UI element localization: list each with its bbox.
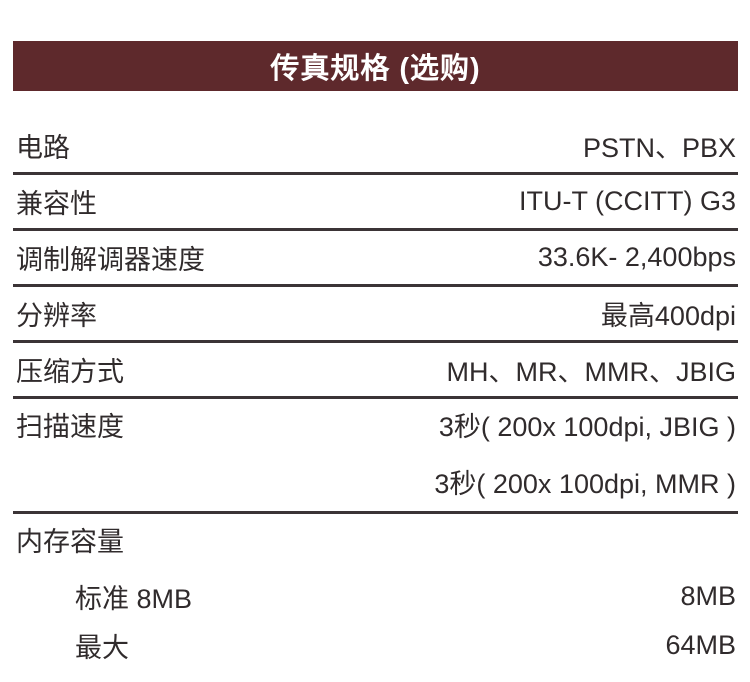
spec-value-resolution: 最高400dpi xyxy=(600,301,736,331)
spec-row-resolution: 分辨率 最高400dpi xyxy=(13,287,738,343)
spec-label-compatibility: 兼容性 xyxy=(16,189,97,219)
spec-label-resolution: 分辨率 xyxy=(16,301,97,331)
spec-row-memory: 内存容量 xyxy=(13,514,738,564)
spec-row-modem-speed: 调制解调器速度 33.6K- 2,400bps xyxy=(13,231,738,287)
spec-label-memory: 内存容量 xyxy=(16,526,124,557)
spec-row-scan-speed: 扫描速度 3秒( 200x 100dpi, JBIG ) 3秒( 200x 10… xyxy=(13,399,738,514)
spec-row-compatibility: 兼容性 ITU-T (CCITT) G3 xyxy=(13,175,738,231)
spec-table: 电路 PSTN、PBX 兼容性 ITU-T (CCITT) G3 调制解调器速度… xyxy=(13,119,738,670)
spec-value-memory-max: 64MB xyxy=(665,630,736,660)
section-title: 传真规格 (选购) xyxy=(270,53,481,85)
spec-value-memory-standard: 8MB xyxy=(680,581,736,611)
spec-label-memory-standard: 标准 8MB xyxy=(75,584,193,614)
spec-value-compatibility: ITU-T (CCITT) G3 xyxy=(519,186,736,216)
spec-value-modem-speed: 33.6K- 2,400bps xyxy=(537,242,736,272)
spec-row-memory-standard: 标准 8MB 8MB xyxy=(13,572,738,621)
spec-label-memory-max: 最大 xyxy=(75,633,129,663)
spec-value-scan-speed: 3秒( 200x 100dpi, JBIG ) 3秒( 200x 100dpi,… xyxy=(434,399,738,513)
section-header-bar: 传真规格 (选购) xyxy=(13,41,738,91)
spec-label-compression: 压缩方式 xyxy=(16,357,124,387)
spec-row-circuit: 电路 PSTN、PBX xyxy=(13,119,738,175)
spec-label-modem-speed: 调制解调器速度 xyxy=(16,245,205,275)
spec-row-memory-max: 最大 64MB xyxy=(13,621,738,670)
spec-label-scan-speed: 扫描速度 xyxy=(16,412,124,442)
spec-value-compression: MH、MR、MMR、JBIG xyxy=(446,357,736,387)
spec-row-compression: 压缩方式 MH、MR、MMR、JBIG xyxy=(13,343,738,399)
spec-value-scan-speed-mmr: 3秒( 200x 100dpi, MMR ) xyxy=(434,469,736,499)
spec-label-circuit: 电路 xyxy=(16,133,70,163)
spec-value-circuit: PSTN、PBX xyxy=(582,133,736,163)
spec-value-scan-speed-jbig: 3秒( 200x 100dpi, JBIG ) xyxy=(438,412,736,442)
